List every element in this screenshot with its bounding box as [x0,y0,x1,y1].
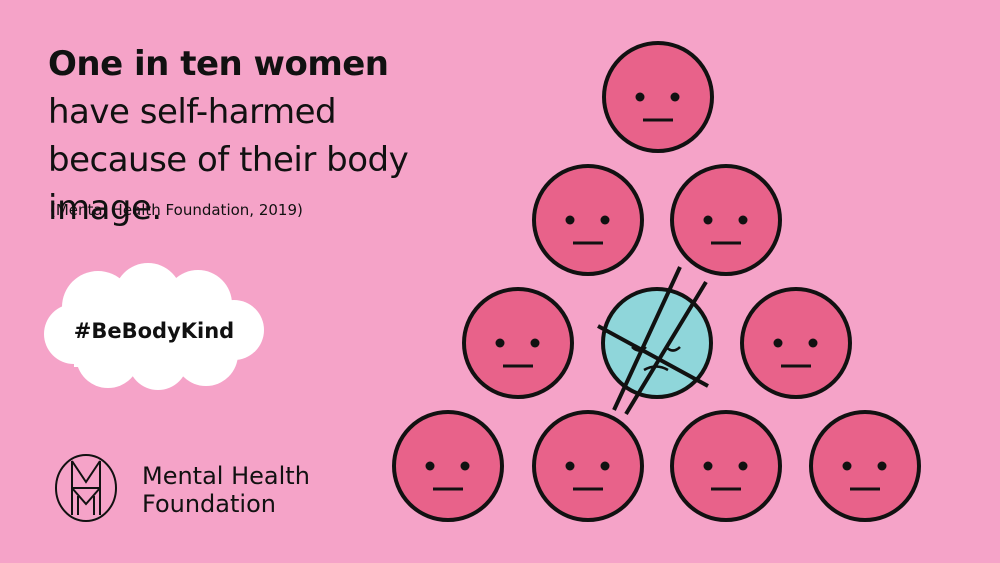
neutral-face-icon [462,287,574,399]
mhf-logo-icon [55,454,117,522]
neutral-face-icon [532,410,644,522]
mhf-logo: Mental Health Foundation [48,448,348,528]
neutral-face-icon [670,410,782,522]
neutral-face-icon [392,410,504,522]
logo-line-1: Mental Health [142,462,310,490]
hashtag-cloud: #BeBodyKind [38,262,270,392]
headline-rest: have self-harmed because of their body i… [48,92,409,228]
neutral-face-icon [532,164,644,276]
cloud-shape [44,263,264,390]
neutral-face-icon [740,287,852,399]
neutral-face-icon [809,410,921,522]
logo-wordmark: Mental Health Foundation [142,462,310,518]
hashtag: #BeBodyKind [73,319,235,343]
faces-pyramid [392,41,921,522]
neutral-face-icon [670,164,782,276]
headline: One in ten women have self-harmed becaus… [48,40,448,232]
logo-line-2: Foundation [142,490,276,518]
crossed-out-sad-face-icon [597,266,713,416]
neutral-face-icon [602,41,714,153]
source-citation: (Mental Health Foundation, 2019) [50,201,303,219]
headline-bold: One in ten women [48,44,389,84]
